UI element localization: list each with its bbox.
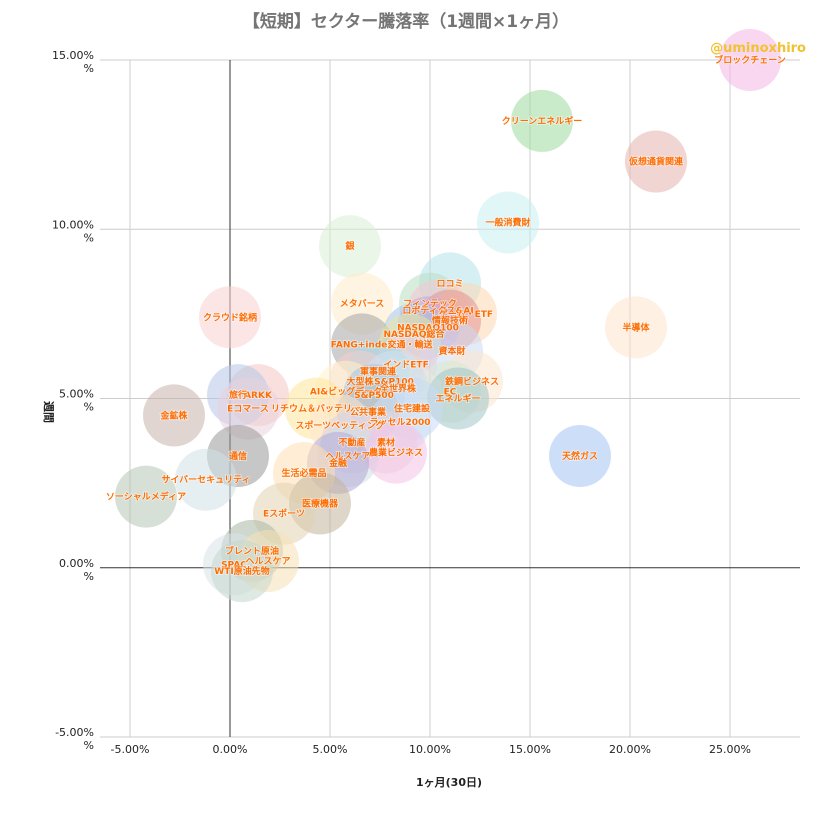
y-tick-label: 0.00% (59, 557, 94, 570)
data-point[interactable] (477, 191, 539, 254)
data-point-label: 交通・輸送 (387, 338, 433, 350)
data-point-label: インドETF (383, 360, 428, 371)
y-tick-label: -5.00% (55, 726, 94, 739)
data-point[interactable] (365, 421, 427, 484)
y-tick-labels: -5.00%%0.00%%5.00%%10.00%%15.00%% (52, 49, 94, 752)
data-points (115, 29, 781, 603)
data-point-label: Eコマース (227, 404, 269, 415)
data-point[interactable] (115, 465, 177, 528)
data-point-label: 資本財 (438, 345, 465, 357)
data-point-label: Eスポーツ (263, 508, 305, 520)
data-point-label: 住宅建設 (394, 403, 431, 415)
data-point-label: 半導体 (622, 321, 650, 333)
data-point-label: 素材 (377, 437, 395, 449)
x-tick-label: 20.00% (609, 743, 651, 756)
data-point-label: EC (444, 388, 457, 398)
data-point-label: 公共事業 (350, 406, 387, 418)
data-point-label: NASDAQ100 (397, 323, 459, 333)
data-point-label: 大型株 (346, 376, 374, 388)
data-point-label: フィンテック (403, 299, 457, 310)
data-point-label: SPAC (221, 560, 247, 570)
data-point-label: 鉄鋼ビジネス (445, 376, 499, 388)
data-point-label: 通信 (229, 450, 247, 462)
data-point-label: ラッセル2000 (369, 417, 430, 428)
data-point-label: メタバース (340, 298, 385, 310)
data-point-label: サイバーセキュリティ (161, 475, 250, 486)
data-point-label: 軍事関連 (360, 365, 397, 377)
data-point-label: 生活必需品 (281, 467, 326, 479)
y-tick-label: 10.00% (52, 218, 94, 231)
data-point-label: 農業ビジネス (369, 447, 423, 459)
y-tick-unit: % (84, 231, 94, 244)
chart-title: 【短期】セクター騰落率（1週間×1ヶ月） (243, 11, 569, 32)
data-point[interactable] (549, 425, 611, 488)
data-point[interactable] (143, 384, 205, 447)
data-point-label: 金鉱株 (159, 409, 188, 421)
data-point-label: ゲーム・ETF (439, 308, 493, 320)
y-tick-unit: % (84, 739, 94, 752)
data-point-label: S&P500 (354, 391, 394, 401)
data-point-label: クラウド銘柄 (203, 311, 257, 323)
data-point-label: ソーシャルメディア (106, 491, 186, 503)
data-point-label: 天然ガス (562, 450, 598, 462)
data-point[interactable] (605, 296, 667, 359)
data-point[interactable] (217, 377, 279, 440)
data-point[interactable] (211, 540, 273, 603)
data-point-label: ARKK (244, 391, 273, 401)
author-handle: @uminoxhiro (710, 41, 806, 56)
data-point-label: クリーンエネルギー (502, 115, 583, 127)
data-point-label: ヘルスケア (245, 556, 290, 567)
gridlines (100, 59, 800, 738)
data-point-label: ロボティクス&AI (402, 304, 473, 316)
data-point[interactable] (199, 286, 261, 349)
data-point-label: 医療機器 (302, 497, 339, 509)
data-point-label: ロコミ (436, 278, 463, 289)
data-point-label: WTI原油先物 (214, 565, 269, 577)
data-point-label: 情報技術 (431, 315, 468, 327)
x-tick-label: -5.00% (111, 743, 150, 756)
data-point-label: S&P100 (374, 378, 414, 388)
y-axis-title: 週間 (42, 401, 56, 423)
y-tick-label: 5.00% (59, 388, 94, 401)
data-point[interactable] (511, 89, 573, 152)
x-tick-labels: -5.00% 0.00% 5.00% 10.00% 15.00% 20.00% 25.00% (111, 743, 751, 756)
x-axis-title: 1ヶ月(30日) (416, 776, 482, 789)
data-point-label: 不動産 (338, 437, 365, 449)
x-tick-label: 5.00% (313, 743, 348, 756)
data-point-label: 金融 (328, 457, 347, 469)
y-tick-label: 15.00% (52, 49, 94, 62)
data-point-label: リチウム＆バッテリー (271, 404, 361, 415)
data-point[interactable] (719, 29, 781, 91)
data-point-label: ブロックチェーン (714, 54, 786, 66)
data-point[interactable] (319, 215, 381, 278)
data-point-label: FANG+index (331, 340, 394, 350)
data-point-label: AI&ビッグデータ (310, 386, 382, 398)
x-tick-label: 15.00% (509, 743, 551, 756)
data-point-label: ヘルスケア (325, 451, 370, 462)
y-tick-unit: % (84, 62, 94, 75)
data-point-label: 旅行 (229, 389, 247, 401)
x-tick-label: 10.00% (409, 743, 451, 756)
data-point-label: スポーツベッティング (295, 420, 384, 432)
x-tick-label: 25.00% (709, 743, 751, 756)
data-point-label: 銀 (345, 240, 354, 252)
data-point[interactable] (175, 448, 237, 511)
data-point[interactable] (625, 130, 687, 193)
y-tick-unit: % (84, 401, 94, 414)
data-point-label: ブレント原油 (225, 545, 279, 557)
y-tick-unit: % (84, 570, 94, 583)
data-point-label: 全世界株 (379, 382, 417, 394)
data-point-label: 一般消費財 (485, 216, 530, 228)
data-point-label: 仮想通貨関連 (628, 156, 684, 168)
data-point-label: エネルギー (435, 393, 480, 405)
data-point-label: NASDAQ総合 (383, 328, 445, 340)
x-tick-label: 0.00% (213, 743, 248, 756)
